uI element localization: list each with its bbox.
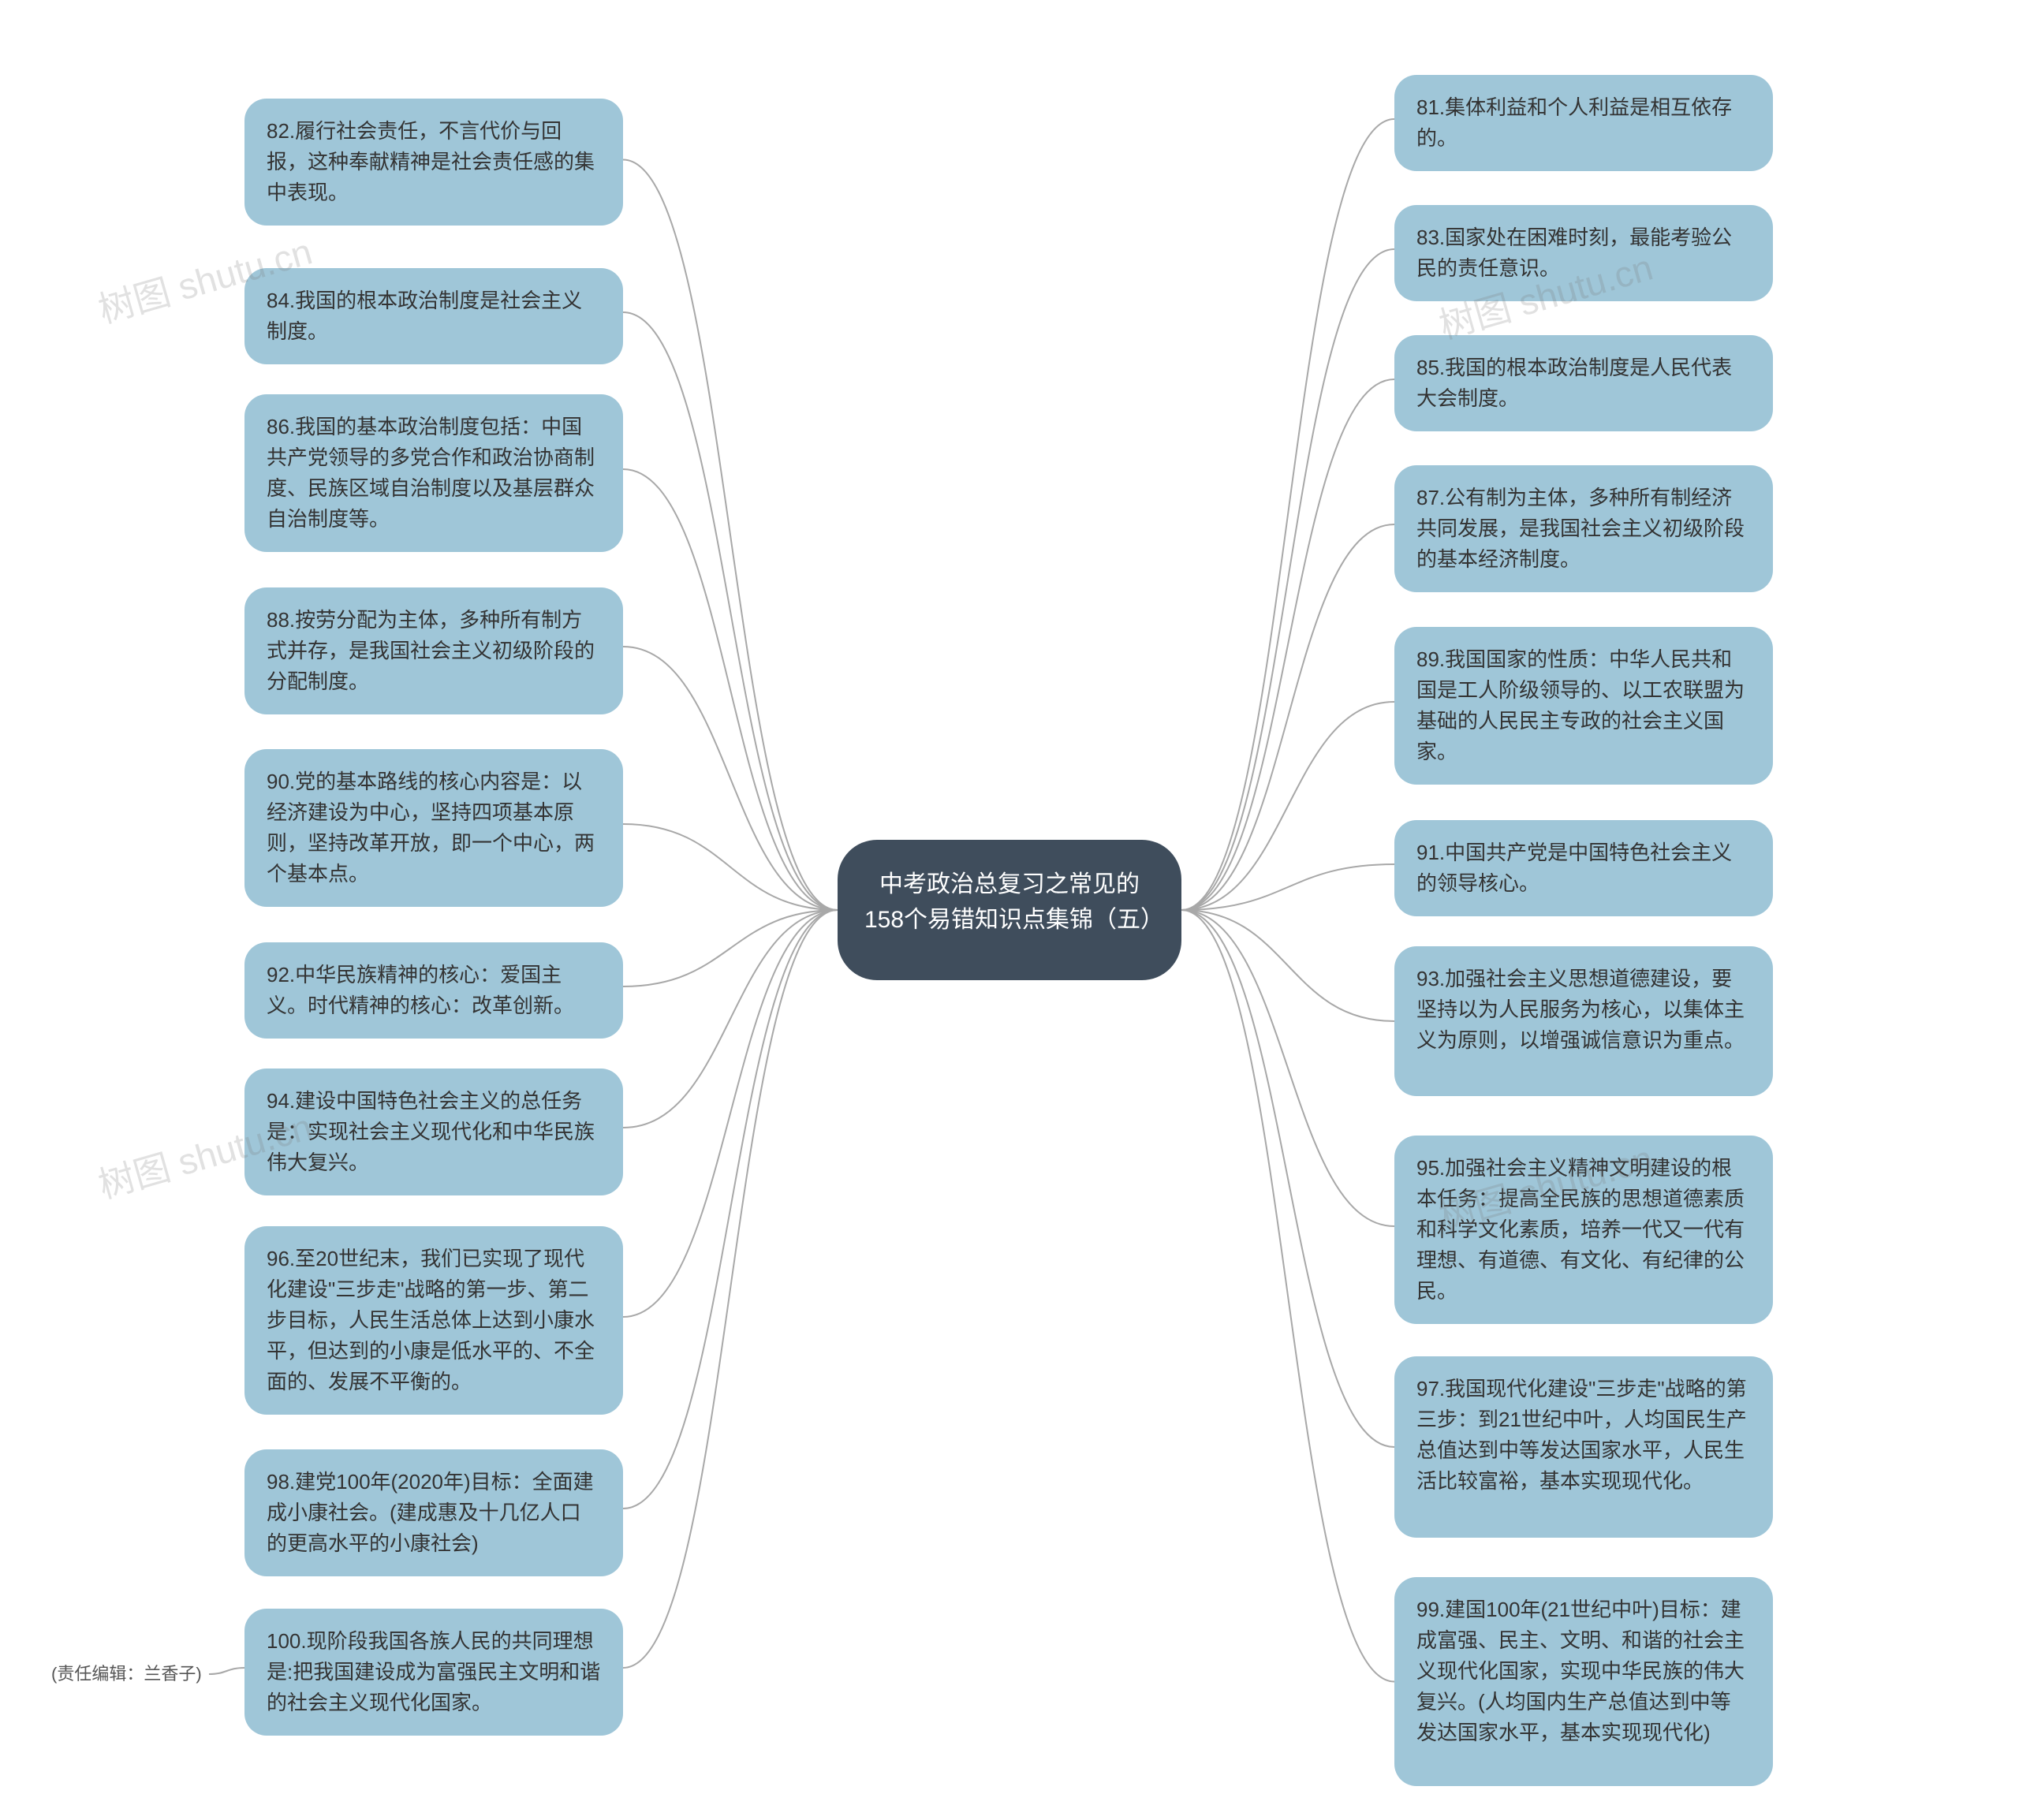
branch-n82: 82.履行社会责任，不言代价与回报，这种奉献精神是社会责任感的集中表现。 [244,99,623,226]
branch-n99: 99.建国100年(21世纪中叶)目标：建成富强、民主、文明、和谐的社会主义现代… [1394,1577,1773,1786]
edge [1181,910,1394,1021]
edge [623,910,838,1668]
edge [1181,910,1394,1226]
edge [1181,910,1394,1682]
mindmap-canvas: 中考政治总复习之常见的158个易错知识点集锦（五） 82.履行社会责任，不言代价与… [0,0,2019,1820]
editor-credit: (责任编辑：兰香子) [51,1660,202,1685]
branch-n100: 100.现阶段我国各族人民的共同理想是:把我国建设成为富强民主文明和谐的社会主义… [244,1609,623,1736]
edge [623,160,838,911]
branch-n92: 92.中华民族精神的核心：爱国主义。时代精神的核心：改革创新。 [244,942,623,1039]
edge [623,910,838,986]
edge [1181,702,1394,910]
branch-n84: 84.我国的根本政治制度是社会主义制度。 [244,268,623,364]
branch-n95: 95.加强社会主义精神文明建设的根本任务：提高全民族的思想道德素质和科学文化素质… [1394,1136,1773,1324]
branch-n81: 81.集体利益和个人利益是相互依存的。 [1394,75,1773,171]
edge [1181,524,1394,910]
branch-n91: 91.中国共产党是中国特色社会主义的领导核心。 [1394,820,1773,916]
edge [1181,119,1394,910]
branch-n87: 87.公有制为主体，多种所有制经济共同发展，是我国社会主义初级阶段的基本经济制度… [1394,465,1773,592]
branch-n86: 86.我国的基本政治制度包括：中国共产党领导的多党合作和政治协商制度、民族区域自… [244,394,623,552]
branch-n97: 97.我国现代化建设"三步走"战略的第三步：到21世纪中叶，人均国民生产总值达到… [1394,1356,1773,1538]
edge [1181,249,1394,910]
edge [623,312,838,910]
branch-n89: 89.我国国家的性质：中华人民共和国是工人阶级领导的、以工农联盟为基础的人民民主… [1394,627,1773,785]
edge [1181,910,1394,1447]
branch-n96: 96.至20世纪末，我们已实现了现代化建设"三步走"战略的第一步、第二步目标，人… [244,1226,623,1415]
branch-n94: 94.建设中国特色社会主义的总任务是：实现社会主义现代化和中华民族伟大复兴。 [244,1069,623,1195]
edge [1181,864,1394,910]
branch-n83: 83.国家处在困难时刻，最能考验公民的责任意识。 [1394,205,1773,301]
branch-n85: 85.我国的根本政治制度是人民代表大会制度。 [1394,335,1773,431]
branch-n88: 88.按劳分配为主体，多种所有制方式并存，是我国社会主义初级阶段的分配制度。 [244,587,623,714]
edge [623,910,838,1317]
center-node: 中考政治总复习之常见的158个易错知识点集锦（五） [838,840,1181,980]
edge [623,824,838,910]
edge [1181,379,1394,910]
edge [623,910,838,1509]
branch-n90: 90.党的基本路线的核心内容是：以经济建设为中心，坚持四项基本原则，坚持改革开放… [244,749,623,907]
edge [209,1668,244,1674]
branch-n93: 93.加强社会主义思想道德建设，要坚持以为人民服务为核心，以集体主义为原则，以增… [1394,946,1773,1096]
edge [623,469,838,910]
edge [623,647,838,910]
edge [623,910,838,1128]
branch-n98: 98.建党100年(2020年)目标：全面建成小康社会。(建成惠及十几亿人口的更… [244,1449,623,1576]
